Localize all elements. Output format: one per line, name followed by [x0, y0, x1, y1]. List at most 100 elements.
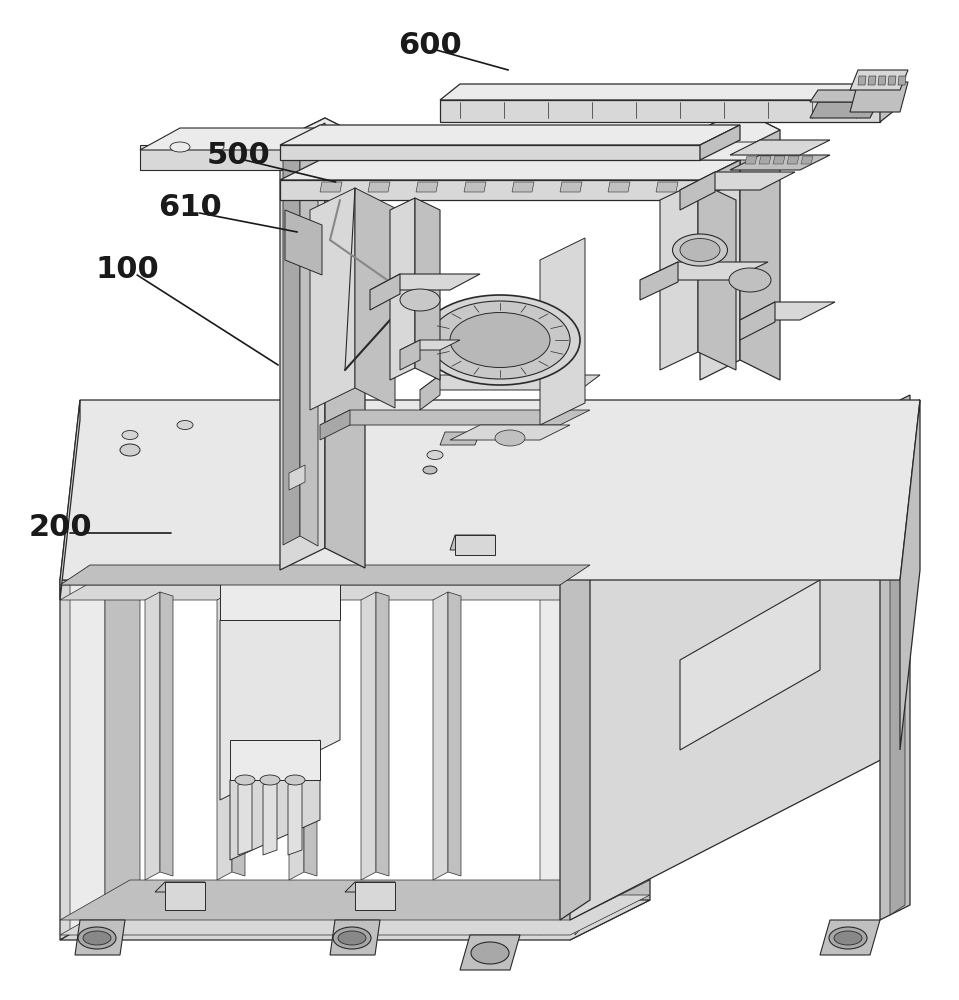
- Polygon shape: [433, 592, 448, 880]
- Polygon shape: [440, 432, 480, 445]
- Polygon shape: [730, 140, 830, 155]
- Polygon shape: [70, 565, 105, 935]
- Polygon shape: [145, 592, 160, 880]
- Polygon shape: [415, 198, 440, 380]
- Polygon shape: [440, 84, 900, 100]
- Text: 610: 610: [158, 194, 222, 223]
- Ellipse shape: [471, 942, 509, 964]
- Polygon shape: [450, 425, 570, 440]
- Polygon shape: [540, 238, 585, 425]
- Polygon shape: [512, 182, 534, 192]
- Polygon shape: [289, 465, 305, 490]
- Text: 100: 100: [96, 255, 159, 284]
- Polygon shape: [60, 565, 590, 585]
- Polygon shape: [217, 592, 232, 880]
- Polygon shape: [898, 76, 906, 85]
- Polygon shape: [575, 565, 610, 935]
- Ellipse shape: [427, 450, 443, 460]
- Polygon shape: [420, 375, 440, 410]
- Ellipse shape: [834, 931, 862, 945]
- Ellipse shape: [680, 238, 720, 261]
- Polygon shape: [60, 560, 650, 600]
- Polygon shape: [288, 780, 302, 855]
- Polygon shape: [355, 882, 395, 910]
- Polygon shape: [440, 100, 880, 122]
- Polygon shape: [850, 82, 908, 112]
- Polygon shape: [560, 560, 590, 920]
- Polygon shape: [160, 592, 173, 876]
- Polygon shape: [263, 780, 277, 855]
- Polygon shape: [320, 410, 350, 440]
- Polygon shape: [320, 182, 342, 192]
- Polygon shape: [878, 76, 886, 85]
- Polygon shape: [400, 340, 420, 370]
- Polygon shape: [740, 302, 835, 320]
- Ellipse shape: [829, 927, 867, 949]
- Polygon shape: [370, 274, 400, 310]
- Polygon shape: [60, 540, 130, 940]
- Polygon shape: [140, 145, 285, 170]
- Polygon shape: [608, 182, 630, 192]
- Polygon shape: [700, 160, 740, 200]
- Polygon shape: [660, 182, 698, 370]
- Ellipse shape: [430, 301, 570, 379]
- Polygon shape: [900, 400, 920, 750]
- Polygon shape: [420, 375, 600, 390]
- Polygon shape: [570, 400, 920, 580]
- Polygon shape: [880, 84, 900, 122]
- Ellipse shape: [420, 295, 580, 385]
- Polygon shape: [888, 76, 896, 85]
- Polygon shape: [280, 125, 740, 145]
- Ellipse shape: [78, 927, 116, 949]
- Polygon shape: [858, 76, 866, 85]
- Polygon shape: [165, 882, 205, 910]
- Polygon shape: [304, 592, 317, 876]
- Ellipse shape: [400, 289, 440, 311]
- Ellipse shape: [423, 466, 437, 474]
- Polygon shape: [560, 182, 582, 192]
- Polygon shape: [283, 146, 300, 545]
- Polygon shape: [325, 142, 790, 160]
- Polygon shape: [232, 592, 245, 876]
- Polygon shape: [280, 118, 365, 160]
- Polygon shape: [700, 110, 780, 150]
- Polygon shape: [60, 545, 650, 585]
- Polygon shape: [890, 405, 905, 915]
- Polygon shape: [345, 882, 395, 892]
- Polygon shape: [140, 128, 325, 150]
- Ellipse shape: [450, 312, 550, 367]
- Polygon shape: [460, 935, 520, 970]
- Polygon shape: [280, 145, 700, 160]
- Polygon shape: [376, 592, 389, 876]
- Polygon shape: [773, 156, 785, 164]
- Ellipse shape: [83, 931, 111, 945]
- Ellipse shape: [495, 430, 525, 446]
- Polygon shape: [700, 125, 740, 160]
- Polygon shape: [640, 262, 768, 280]
- Polygon shape: [325, 118, 365, 568]
- Polygon shape: [60, 900, 650, 940]
- Polygon shape: [60, 880, 650, 920]
- Polygon shape: [60, 400, 80, 600]
- Polygon shape: [730, 155, 830, 170]
- Polygon shape: [155, 882, 205, 892]
- Polygon shape: [820, 920, 880, 955]
- Polygon shape: [300, 146, 318, 546]
- Polygon shape: [680, 172, 795, 190]
- Polygon shape: [810, 102, 878, 118]
- Polygon shape: [416, 182, 438, 192]
- Text: 500: 500: [206, 140, 269, 169]
- Ellipse shape: [338, 931, 366, 945]
- Polygon shape: [390, 198, 415, 380]
- Polygon shape: [368, 182, 390, 192]
- Polygon shape: [60, 540, 650, 580]
- Polygon shape: [280, 180, 700, 200]
- Ellipse shape: [170, 142, 190, 152]
- Polygon shape: [320, 410, 590, 425]
- Polygon shape: [285, 210, 322, 275]
- Ellipse shape: [235, 775, 255, 785]
- Polygon shape: [75, 920, 125, 955]
- Polygon shape: [230, 740, 320, 780]
- Ellipse shape: [177, 420, 193, 430]
- Polygon shape: [740, 110, 780, 380]
